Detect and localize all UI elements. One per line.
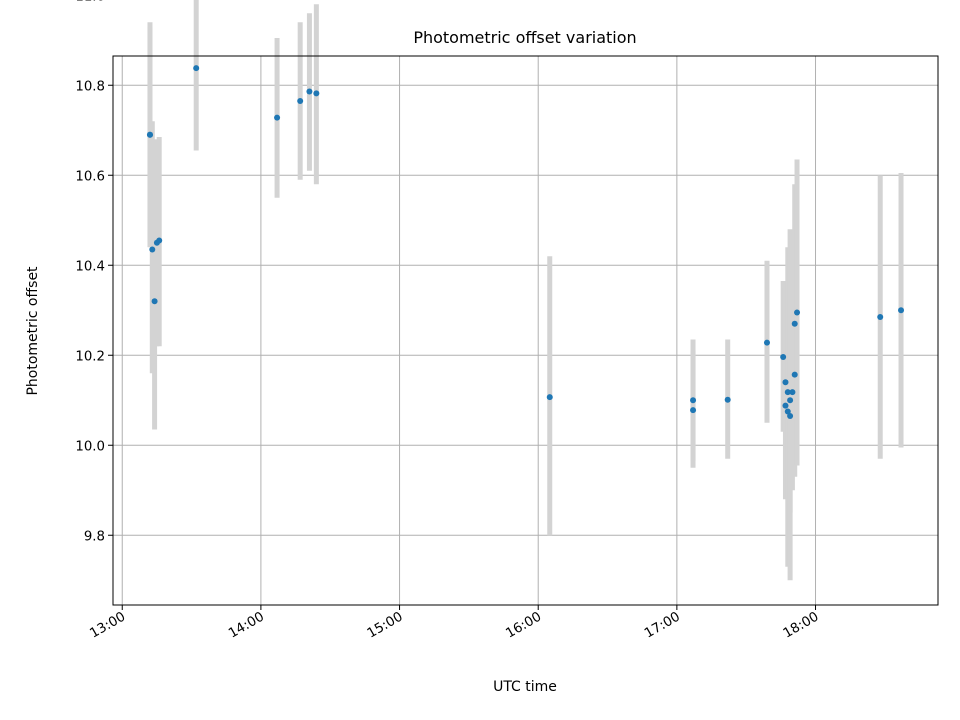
data-points — [146, 65, 905, 419]
plot-frame — [112, 55, 939, 606]
data-point — [782, 379, 789, 386]
x-axis-label: UTC time — [493, 679, 557, 695]
grid — [113, 56, 938, 605]
chart-title: Photometric offset variation — [413, 28, 636, 47]
y-tick-label: 10.4 — [75, 259, 105, 274]
data-point — [690, 407, 697, 414]
data-point — [780, 354, 787, 361]
data-point — [787, 397, 794, 404]
data-point — [782, 402, 789, 409]
data-point — [297, 98, 304, 104]
y-tick-label: 10.6 — [75, 169, 105, 184]
data-point — [877, 314, 884, 320]
data-point — [313, 90, 320, 97]
y-tick-label: 11.0 — [75, 0, 105, 4]
data-point — [306, 88, 313, 95]
data-point — [149, 246, 156, 253]
y-tick-label: 10.8 — [75, 79, 105, 94]
data-point — [787, 413, 794, 419]
y-tick-label: 10.0 — [75, 439, 105, 454]
y-axis-label: Photometric offset — [25, 266, 41, 396]
y-tick-label: 10.2 — [75, 349, 105, 364]
data-point — [789, 389, 796, 396]
y-tick-label: 9.8 — [84, 529, 105, 544]
data-point — [151, 298, 158, 305]
data-point — [794, 309, 801, 316]
data-point — [274, 114, 281, 121]
data-point — [791, 320, 798, 327]
data-point — [724, 396, 731, 403]
data-point — [193, 65, 200, 72]
data-point — [690, 397, 697, 404]
data-point — [791, 371, 798, 378]
data-point — [784, 389, 791, 396]
data-point — [898, 307, 905, 314]
y-axis-ticks: 9.8 10.0 10.2 10.4 10.6 10.8 11.0 — [75, 0, 113, 544]
data-point — [146, 131, 153, 138]
data-point — [763, 339, 770, 346]
data-point — [784, 408, 791, 415]
data-point — [546, 394, 553, 401]
data-point — [156, 237, 163, 244]
